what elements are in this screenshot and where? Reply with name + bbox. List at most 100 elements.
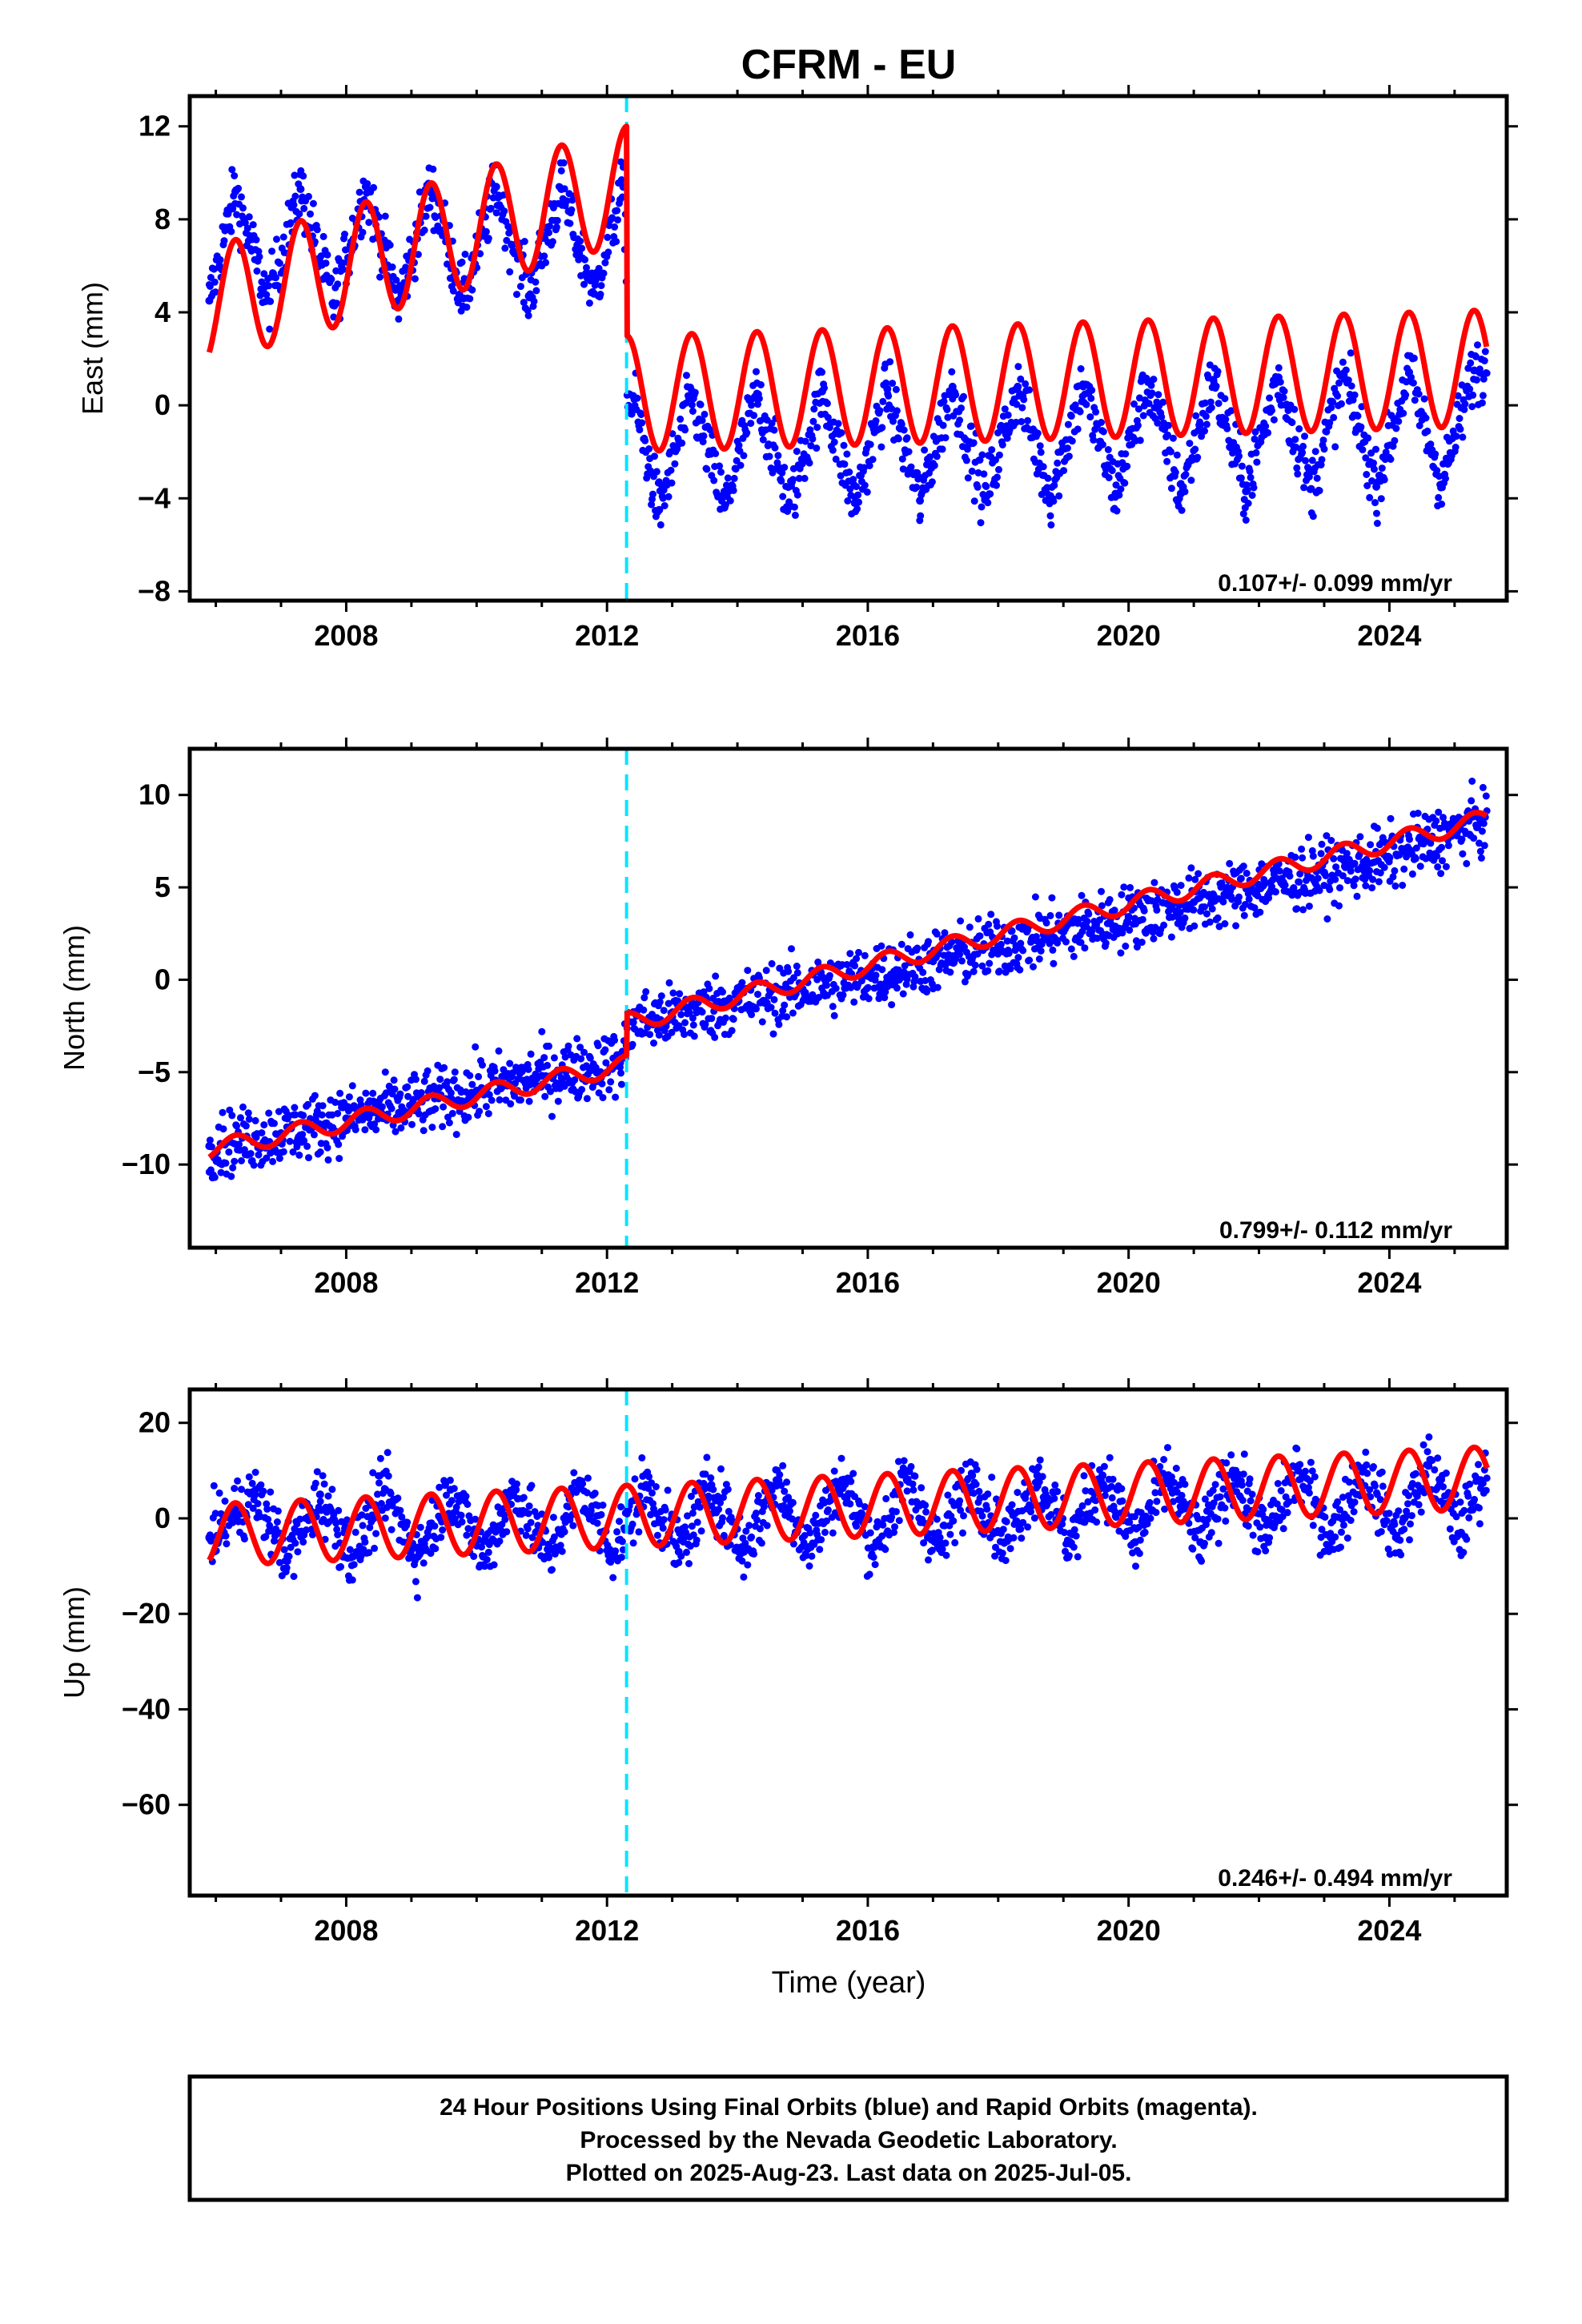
north-scatter-point <box>1275 867 1283 875</box>
up-scatter-point <box>628 1520 636 1528</box>
east-scatter-point <box>1121 479 1129 487</box>
up-scatter-point <box>1259 1506 1267 1514</box>
east-scatter-point <box>1250 484 1258 492</box>
up-scatter-point <box>1215 1539 1223 1547</box>
east-scatter-point <box>307 210 314 218</box>
east-plot-frame <box>187 94 1509 603</box>
up-scatter-point <box>984 1490 992 1498</box>
up-scatter-point <box>1318 1526 1326 1534</box>
east-scatter-point <box>1022 380 1030 388</box>
north-scatter-point <box>1369 875 1377 883</box>
up-scatter-point <box>267 1488 275 1496</box>
east-scatter-point <box>1319 436 1327 444</box>
north-scatter-point <box>436 1084 444 1092</box>
east-scatter-point <box>1098 440 1106 448</box>
north-scatter-point <box>650 1039 657 1047</box>
east-scatter-point <box>530 297 538 305</box>
up-scatter-point <box>361 1538 369 1546</box>
east-scatter-point <box>560 159 568 167</box>
up-scatter-point <box>1209 1486 1217 1494</box>
up-scatter-point <box>1337 1543 1344 1551</box>
east-scatter-point <box>748 401 756 409</box>
up-scatter-point <box>351 1528 359 1536</box>
up-scatter-point <box>528 1534 536 1542</box>
up-scatter-point <box>1051 1481 1059 1489</box>
north-scatter-point <box>464 1113 472 1121</box>
east-scatter-point <box>1456 425 1464 433</box>
up-scatter-point <box>1170 1478 1178 1486</box>
up-scatter-point <box>343 1516 351 1524</box>
east-scatter-point <box>1472 352 1480 360</box>
north-scatter-point <box>1118 891 1126 899</box>
east-scatter-point <box>553 216 561 224</box>
up-scatter-point <box>384 1472 392 1480</box>
north-scatter-point <box>348 1082 356 1090</box>
east-scatter-point <box>737 461 745 469</box>
east-scatter-point <box>596 291 604 298</box>
north-scatter-point <box>578 1086 586 1093</box>
east-scatter-point <box>279 233 287 241</box>
north-scatter-point <box>657 992 665 1000</box>
north-scatter-point <box>1315 887 1323 895</box>
east-scatter-point <box>255 247 263 255</box>
north-scatter-point <box>708 1015 716 1023</box>
up-scatter-point <box>1201 1495 1209 1503</box>
north-scatter-point <box>1391 882 1399 890</box>
north-scatter-point <box>242 1122 250 1130</box>
up-scatter-point <box>756 1525 764 1533</box>
east-scatter-point <box>1167 485 1175 493</box>
north-scatter-point <box>768 959 776 967</box>
up-scatter-point <box>1210 1499 1218 1507</box>
east-scatter-point <box>548 238 556 246</box>
north-scatter-point <box>934 983 942 991</box>
up-scatter-point <box>617 1503 624 1511</box>
east-scatter-point <box>484 235 492 243</box>
east-points <box>205 158 1491 529</box>
north-scatter-point <box>789 974 797 982</box>
east-scatter-point <box>1046 512 1054 520</box>
north-scatter-point <box>484 1110 492 1118</box>
east-scatter-point <box>900 426 908 434</box>
up-scatter-point <box>264 1515 272 1523</box>
up-scatter-point <box>683 1548 690 1556</box>
up-scatter-point <box>548 1566 556 1574</box>
east-scatter-point <box>333 300 341 308</box>
up-scatter-point <box>501 1515 509 1523</box>
east-scatter-point <box>231 172 239 179</box>
up-scatter-point <box>681 1523 689 1531</box>
north-scatter-point <box>1350 882 1358 890</box>
north-axis-label: North (mm) <box>58 925 90 1071</box>
east-scatter-point <box>1086 413 1094 421</box>
east-scatter-point <box>689 408 697 415</box>
east-scatter-point <box>964 474 972 482</box>
east-scatter-point <box>295 180 303 188</box>
east-scatter-point <box>1207 404 1215 412</box>
north-scatter-point <box>897 940 905 948</box>
east-scatter-point <box>1186 440 1194 448</box>
east-scatter-point <box>779 493 787 501</box>
east-scatter-point <box>724 474 732 482</box>
east-scatter-point <box>1047 521 1055 529</box>
up-scatter-point <box>274 1507 282 1515</box>
east-y-tick-label: −8 <box>138 574 171 607</box>
east-scatter-point <box>339 265 347 273</box>
up-scatter-point <box>443 1491 450 1499</box>
east-scatter-point <box>1359 446 1367 454</box>
east-scatter-point <box>1370 459 1377 467</box>
north-scatter-point <box>440 1103 448 1111</box>
north-scatter-point <box>616 1063 624 1072</box>
east-scatter-point <box>768 420 776 428</box>
north-scatter-point <box>573 1035 581 1043</box>
east-scatter-point <box>420 226 428 234</box>
east-scatter-point <box>886 358 894 366</box>
north-scatter-point <box>450 1076 458 1084</box>
east-scatter-point <box>747 420 755 428</box>
east-scatter-point <box>597 282 605 290</box>
up-scatter-point <box>1338 1528 1345 1536</box>
north-scatter-point <box>1070 952 1078 960</box>
up-scatter-point <box>824 1506 832 1514</box>
north-scatter-point <box>311 1092 319 1100</box>
north-scatter-point <box>1237 875 1245 883</box>
north-scatter-point <box>299 1112 307 1120</box>
east-scatter-point <box>1181 488 1189 496</box>
